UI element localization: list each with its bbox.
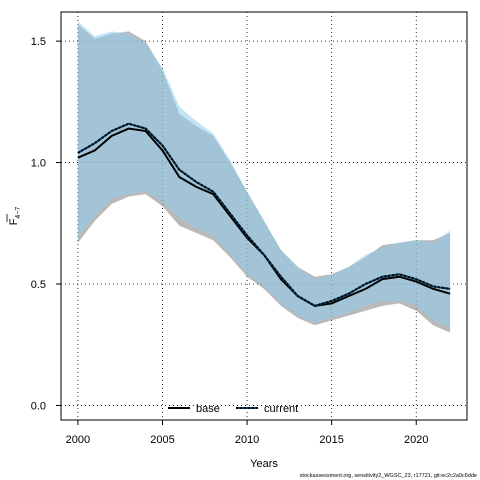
x-axis: 2000 2005 2010 2015 2020 [66,420,428,446]
x-axis-title: Years [250,458,278,470]
legend: base current [168,403,298,415]
footnote: stockassessment.org, sensitivity2_WGSC_2… [300,473,477,479]
y-tick-label: 0.0 [31,400,46,412]
y-axis-title-subscript: 4−7 [15,207,22,219]
y-tick-label: 0.5 [31,279,46,291]
plot-frame [60,11,468,421]
y-axis-title-symbol: F [8,218,20,225]
line-layer [77,122,451,307]
band-layer [77,21,451,333]
confidence-band-current [77,21,451,328]
y-tick-label: 1.5 [31,36,46,48]
x-tick-label: 2010 [235,434,259,446]
y-axis-title: F4−7 [6,207,22,226]
x-tick-label: 2020 [404,434,428,446]
series-line-current [77,122,451,307]
y-axis-title-main: F4−7 [8,207,22,226]
x-tick-label: 2005 [150,434,174,446]
legend-base-label: base [196,403,220,415]
legend-current-label: current [264,403,298,415]
y-tick-label: 1.0 [31,158,46,170]
x-tick-label: 2000 [66,434,90,446]
x-tick-label: 2015 [319,434,343,446]
y-axis: 0.0 0.5 1.0 1.5 [31,36,61,412]
